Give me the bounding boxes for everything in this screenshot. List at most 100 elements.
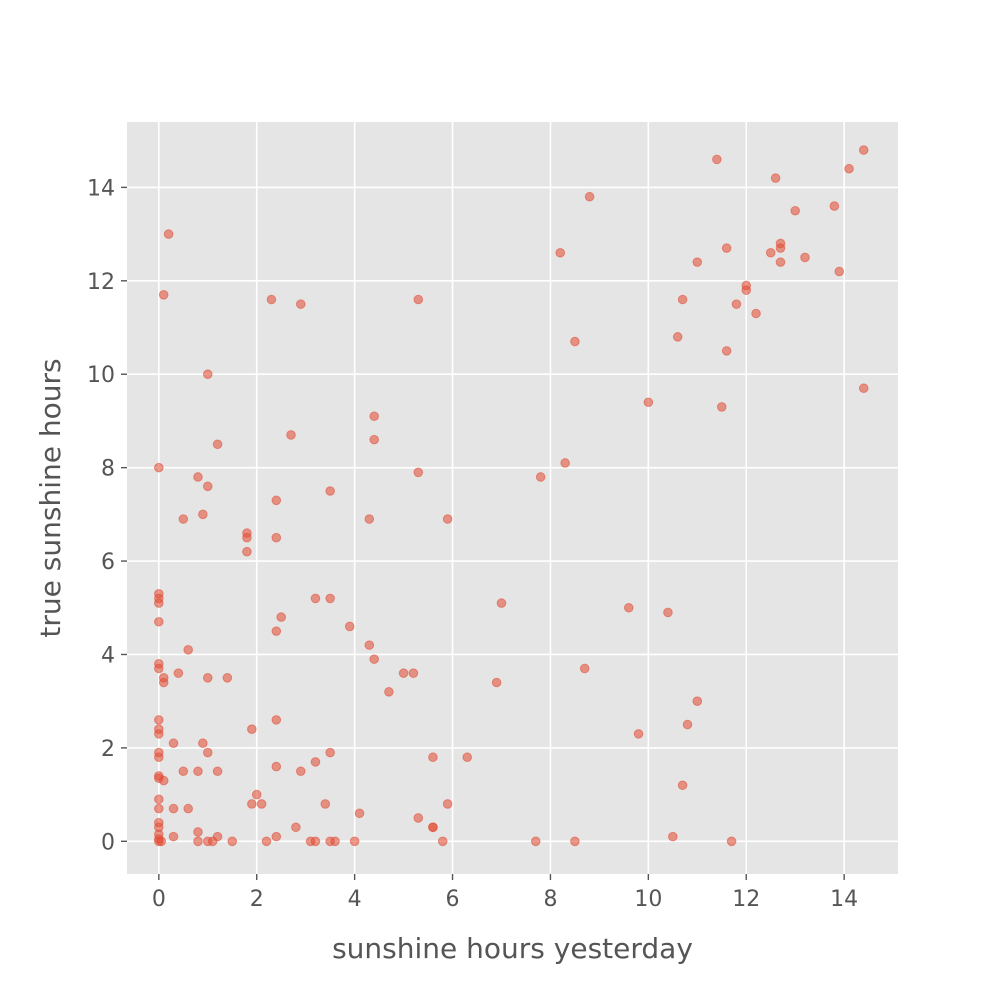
data-point (364, 640, 375, 650)
data-point (354, 808, 365, 819)
data-point (344, 621, 355, 632)
data-point (579, 663, 590, 674)
data-point (325, 593, 335, 604)
grid (127, 122, 898, 874)
x-tick-label: 12 (732, 887, 760, 912)
data-point (413, 813, 424, 823)
data-point (212, 766, 223, 777)
data-point (154, 462, 164, 473)
data-point (242, 546, 252, 557)
data-point (173, 668, 184, 678)
data-point (158, 775, 169, 786)
data-point (154, 663, 164, 674)
data-point (202, 747, 213, 758)
data-point (692, 696, 703, 706)
x-tick-label: 0 (152, 887, 166, 912)
data-point (858, 145, 869, 155)
data-point (198, 738, 208, 749)
data-point (663, 607, 673, 618)
data-point (168, 803, 179, 814)
data-point (623, 602, 634, 613)
data-point (178, 514, 189, 524)
y-tick-label: 10 (87, 363, 115, 388)
data-point (247, 799, 257, 809)
data-point (677, 780, 688, 791)
data-point (633, 729, 644, 739)
x-tick-label: 10 (634, 887, 662, 912)
data-point (496, 598, 507, 608)
data-point (168, 831, 179, 842)
y-tick-label: 8 (101, 457, 115, 482)
data-point (349, 836, 360, 847)
data-point (271, 532, 282, 543)
data-point (271, 626, 282, 636)
data-point (202, 369, 213, 380)
data-points (154, 145, 869, 847)
data-point (584, 191, 595, 202)
data-point (330, 836, 340, 847)
data-point (741, 285, 752, 295)
x-tick-label: 8 (543, 887, 557, 912)
data-point (858, 383, 869, 394)
data-point (413, 467, 424, 478)
data-point (413, 294, 424, 305)
data-point (677, 294, 688, 305)
data-point (271, 495, 282, 506)
data-point (193, 836, 203, 847)
y-axis-ticks: 0 2 4 6 8 10 12 14 (87, 176, 127, 855)
data-point (555, 247, 566, 258)
data-point (716, 402, 727, 412)
y-tick-label: 4 (101, 643, 115, 668)
data-point (154, 616, 164, 627)
plot-background (127, 122, 898, 874)
data-point (222, 673, 233, 683)
data-point (154, 794, 164, 805)
data-point (193, 827, 203, 837)
data-point (398, 668, 409, 678)
data-point (193, 766, 203, 777)
data-point (251, 789, 262, 800)
data-point (212, 831, 223, 842)
data-point (731, 299, 742, 309)
data-point (643, 397, 654, 408)
data-point (183, 645, 193, 655)
data-point (682, 719, 693, 730)
data-point (168, 738, 179, 749)
data-point (198, 509, 208, 520)
data-point (570, 336, 580, 347)
data-point (266, 294, 277, 305)
data-point (310, 593, 321, 604)
data-point (800, 252, 810, 263)
data-point (384, 687, 394, 697)
data-point (712, 154, 722, 165)
data-point (271, 831, 282, 842)
data-point (721, 243, 732, 253)
data-point (286, 430, 296, 440)
data-point (325, 747, 335, 758)
data-point (227, 836, 238, 847)
x-tick-label: 6 (446, 887, 460, 912)
data-point (291, 822, 301, 833)
data-point (751, 308, 761, 319)
data-point (437, 836, 448, 847)
data-point (325, 486, 335, 496)
data-point (247, 724, 257, 735)
data-point (770, 173, 781, 183)
data-point (256, 799, 267, 809)
data-point (154, 598, 164, 608)
data-point (668, 831, 678, 842)
data-point (154, 729, 164, 739)
x-tick-label: 4 (348, 887, 362, 912)
data-point (183, 803, 193, 814)
data-point (834, 266, 845, 277)
data-point (202, 481, 213, 492)
data-point (271, 761, 282, 772)
data-point (158, 677, 169, 688)
data-point (570, 836, 580, 847)
data-point (692, 257, 703, 267)
data-point (829, 201, 840, 211)
data-point (765, 247, 776, 258)
data-point (178, 766, 189, 777)
data-point (310, 836, 321, 847)
